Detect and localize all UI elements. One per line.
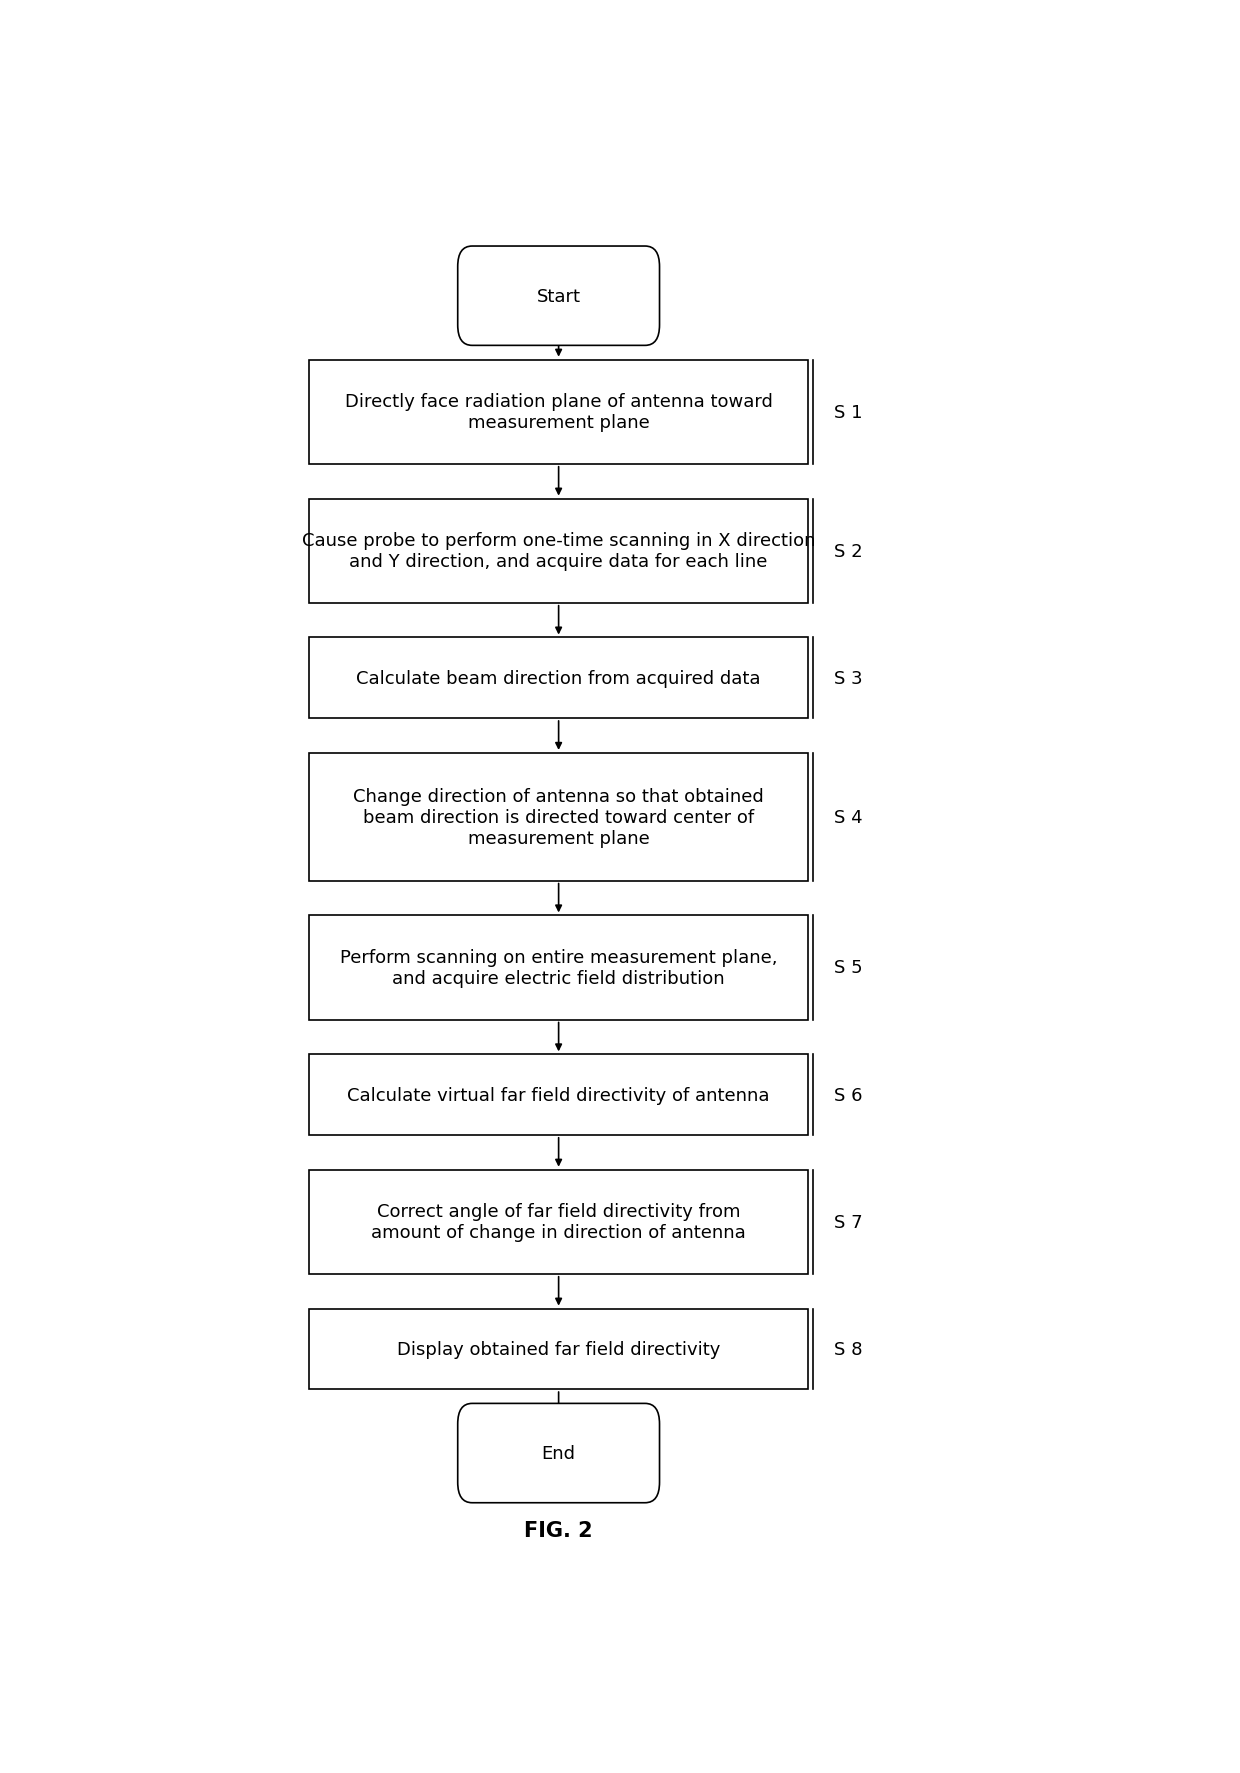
Text: S 2: S 2: [835, 543, 863, 560]
Text: Start: Start: [537, 287, 580, 305]
Text: Directly face radiation plane of antenna toward
measurement plane: Directly face radiation plane of antenna…: [345, 394, 773, 433]
Text: Correct angle of far field directivity from
amount of change in direction of ant: Correct angle of far field directivity f…: [371, 1202, 746, 1241]
Text: S 5: S 5: [835, 959, 863, 977]
Text: Change direction of antenna so that obtained
beam direction is directed toward c: Change direction of antenna so that obta…: [353, 787, 764, 847]
FancyBboxPatch shape: [309, 917, 808, 1019]
FancyBboxPatch shape: [309, 360, 808, 465]
Text: Display obtained far field directivity: Display obtained far field directivity: [397, 1340, 720, 1358]
FancyBboxPatch shape: [309, 754, 808, 881]
Text: S 3: S 3: [835, 670, 863, 688]
Text: Cause probe to perform one-time scanning in X direction
and Y direction, and acq: Cause probe to perform one-time scanning…: [301, 532, 816, 571]
Text: Calculate virtual far field directivity of antenna: Calculate virtual far field directivity …: [347, 1087, 770, 1105]
Text: Perform scanning on entire measurement plane,
and acquire electric field distrib: Perform scanning on entire measurement p…: [340, 949, 777, 988]
FancyBboxPatch shape: [309, 1170, 808, 1275]
FancyBboxPatch shape: [309, 1055, 808, 1135]
FancyBboxPatch shape: [458, 1404, 660, 1504]
Text: S 4: S 4: [835, 808, 863, 826]
Text: S 7: S 7: [835, 1213, 863, 1230]
FancyBboxPatch shape: [309, 638, 808, 718]
FancyBboxPatch shape: [458, 246, 660, 346]
Text: Calculate beam direction from acquired data: Calculate beam direction from acquired d…: [356, 670, 761, 688]
Text: S 8: S 8: [835, 1340, 863, 1358]
FancyBboxPatch shape: [309, 500, 808, 603]
Text: S 1: S 1: [835, 404, 863, 422]
FancyBboxPatch shape: [309, 1308, 808, 1390]
Text: FIG. 2: FIG. 2: [525, 1519, 593, 1541]
Text: End: End: [542, 1445, 575, 1463]
Text: S 6: S 6: [835, 1087, 863, 1105]
